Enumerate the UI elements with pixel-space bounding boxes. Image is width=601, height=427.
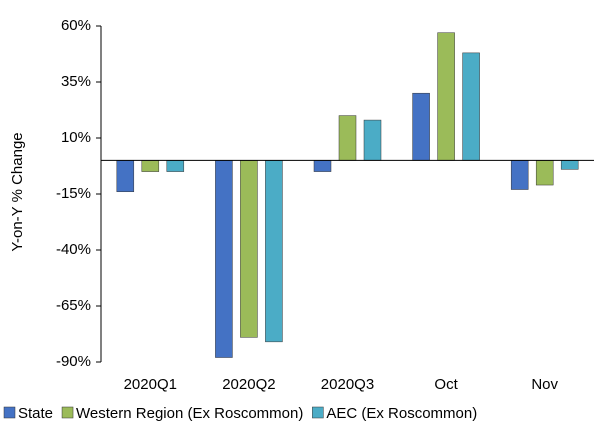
y-tick-label: -90% [56,353,91,370]
y-tick-label: -40% [56,241,91,258]
legend-swatch [312,406,324,419]
y-axis-label: Y-on-Y % Change [9,132,26,251]
y-tick-label: 10% [61,129,91,146]
bar [462,52,480,161]
legend-label: AEC (Ex Roscommon) [326,405,477,422]
y-tick-label: -15% [56,185,91,202]
x-tick-label: 2020Q2 [222,376,275,393]
legend-swatch [3,406,16,419]
bar [166,160,185,172]
bar [313,160,332,172]
y-tick-label: 35% [61,73,91,90]
bar [215,160,233,358]
bar [437,32,455,161]
bar [265,160,283,343]
x-tick-label: Oct [434,376,458,393]
bar [560,160,579,170]
bar [535,160,554,186]
legend-label: State [18,405,53,422]
bar [510,160,529,190]
legend-swatch [61,406,74,419]
bar [116,160,135,193]
x-tick-label: 2020Q3 [321,376,374,393]
y-tick-label: 60% [61,17,91,34]
bar [141,160,160,172]
y-tick-label: -65% [56,297,91,314]
bar [240,160,258,338]
x-tick-label: Nov [531,376,558,393]
bar [338,115,357,161]
x-tick-label: 2020Q1 [124,376,177,393]
legend-label: Western Region (Ex Roscommon) [76,405,303,422]
bar [363,119,382,161]
bar [412,92,430,161]
